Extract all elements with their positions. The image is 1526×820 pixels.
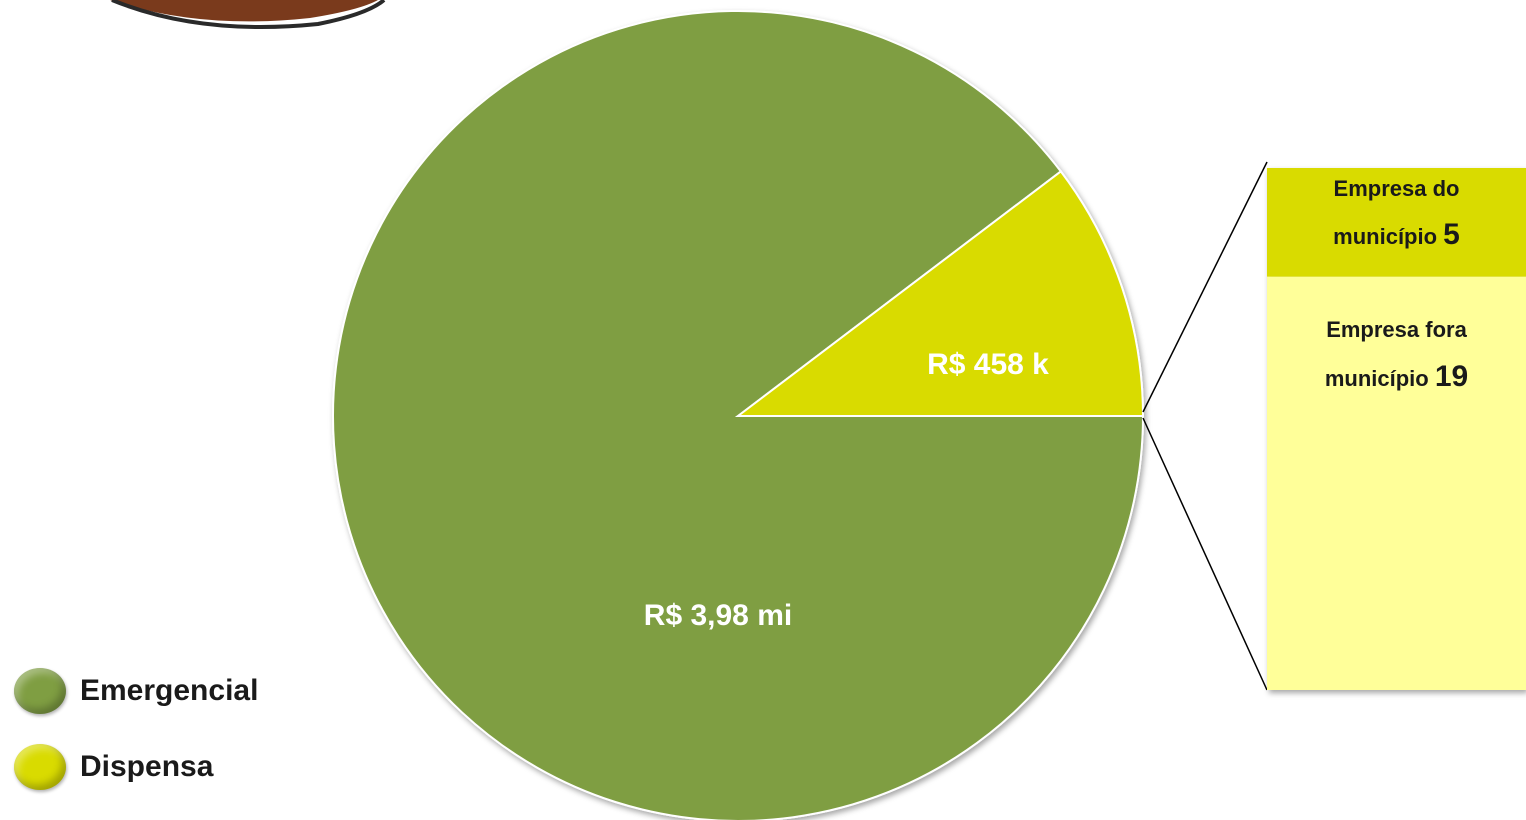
legend-label: Emergencial [80, 674, 259, 707]
breakdown-label-line1: Empresa fora [1326, 317, 1467, 342]
breakdown-label-line2: município 19 [1325, 360, 1468, 393]
corner-emblem-icon [110, 0, 386, 29]
legend-label: Dispensa [80, 750, 214, 783]
breakdown-segment-1 [1267, 168, 1526, 277]
breakdown-label-line2: município 5 [1333, 218, 1460, 251]
pie-label-dispensa: R$ 458 k [927, 348, 1049, 381]
legend-swatch [14, 744, 66, 790]
breakdown-bar [1267, 168, 1526, 690]
legend-swatch [14, 668, 66, 714]
breakdown-connectors [1142, 161, 1268, 691]
breakdown-segment-2 [1267, 276, 1526, 690]
pie-label-emergencial: R$ 3,98 mi [644, 599, 792, 632]
pie-slice-dispensa [735, 170, 1145, 417]
legend: Emergencial Dispensa [14, 666, 258, 818]
breakdown-labels: Empresa do município 5 Empresa fora municíp… [1325, 176, 1468, 393]
legend-item-dispensa: Dispensa [14, 742, 258, 792]
breakdown-label-line1: Empresa do [1334, 176, 1460, 201]
pie-labels: R$ 3,98 mi R$ 458 k [644, 348, 1049, 632]
legend-item-emergencial: Emergencial [14, 666, 258, 716]
connector-line-bottom [1142, 417, 1268, 691]
breakdown-count: 19 [1435, 360, 1468, 393]
breakdown-count: 5 [1443, 218, 1460, 251]
connector-line-top [1142, 161, 1268, 413]
pie [332, 10, 1145, 820]
